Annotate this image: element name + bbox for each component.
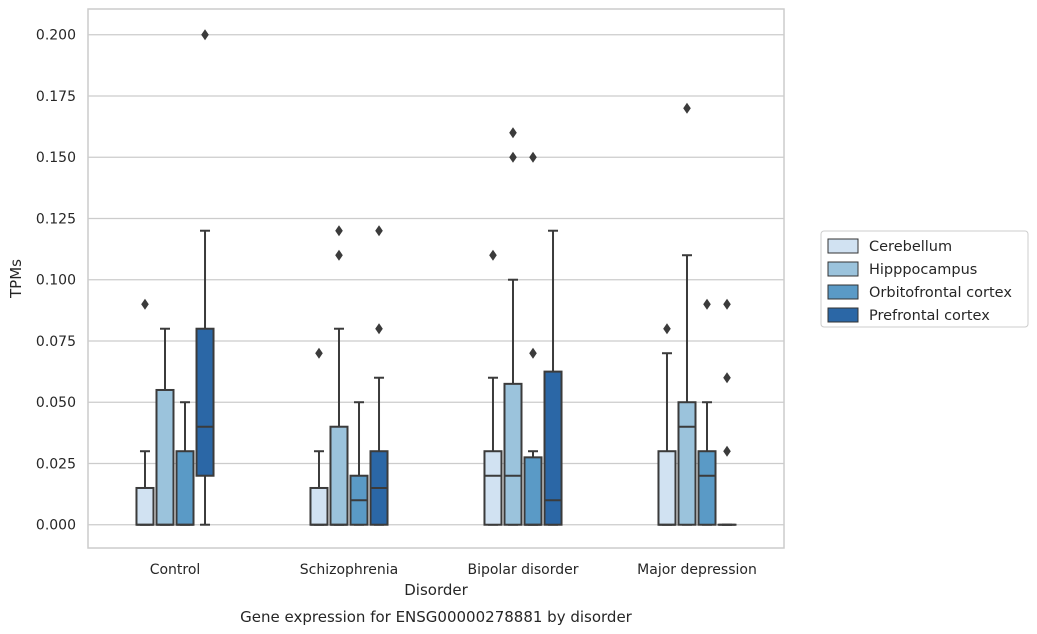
box-body (175, 450, 195, 526)
box-hipppocampus (155, 327, 175, 526)
box-body (657, 450, 677, 526)
box-body (135, 486, 155, 526)
chart-caption: Gene expression for ENSG00000278881 by d… (240, 608, 633, 626)
y-tick-label: 0.175 (36, 89, 76, 105)
plot-frame (87, 8, 785, 549)
box-body (677, 401, 697, 526)
box-hipppocampus (329, 225, 349, 526)
x-tick-label: Control (150, 562, 201, 578)
x-tick-label: Bipolar disorder (467, 562, 578, 578)
y-tick-labels: 0.000 0.025 0.050 0.075 0.100 0.125 0.150 0.175… (36, 28, 76, 534)
outlier-marker (201, 29, 209, 41)
box-orbitofrontal-cortex (523, 151, 543, 526)
legend-swatch (827, 261, 859, 277)
outlier-marker (723, 298, 731, 310)
outlier-marker (141, 298, 149, 310)
box-prefrontal-cortex (717, 298, 737, 526)
outlier-marker (375, 323, 383, 335)
y-axis-label: TPMs (7, 259, 25, 299)
outlier-marker (335, 225, 343, 237)
legend-swatch (827, 307, 859, 323)
box-cerebellum (135, 298, 155, 526)
legend-entry: Hipppocampus (869, 262, 977, 278)
legend-entry: Prefrontal cortex (869, 308, 990, 324)
legend-frame (820, 230, 1029, 328)
y-tick-label: 0.075 (36, 334, 76, 350)
y-tick-label: 0.150 (36, 150, 76, 166)
outlier-marker (663, 323, 671, 335)
box-body (523, 456, 543, 526)
x-tick-label: Schizophrenia (300, 562, 398, 578)
x-tick-labels: Control Schizophrenia Bipolar disorder Majo… (150, 562, 757, 578)
x-tick-label: Major depression (637, 562, 757, 578)
box-body (483, 450, 503, 526)
legend-swatch (827, 284, 859, 300)
box-body (503, 382, 523, 526)
outlier-marker (683, 102, 691, 114)
box-orbitofrontal-cortex (175, 401, 195, 526)
outlier-marker (509, 127, 517, 139)
box-body (543, 370, 563, 526)
box-body (309, 486, 329, 526)
legend-entry: Orbitofrontal cortex (869, 285, 1012, 301)
box-body (155, 388, 175, 526)
y-tick-label: 0.125 (36, 211, 76, 227)
y-tick-label: 0.000 (36, 518, 76, 534)
outlier-marker (375, 225, 383, 237)
box-cerebellum (657, 323, 677, 526)
box-body (697, 450, 717, 526)
box-orbitofrontal-cortex (349, 401, 369, 526)
box-body (329, 425, 349, 526)
outlier-marker (529, 151, 537, 163)
boxes (135, 29, 737, 526)
y-tick-label: 0.100 (36, 273, 76, 289)
y-tick-label: 0.200 (36, 28, 76, 44)
x-axis-label: Disorder (404, 581, 468, 599)
outlier-marker (723, 372, 731, 384)
legend: Cerebellum Hipppocampus Orbitofrontal cort… (820, 230, 1029, 328)
box-cerebellum (309, 347, 329, 526)
y-tick-label: 0.025 (36, 456, 76, 472)
outlier-marker (703, 298, 711, 310)
y-tick-label: 0.050 (36, 395, 76, 411)
legend-swatch (827, 238, 859, 254)
box-cerebellum (483, 249, 503, 526)
outlier-marker (489, 249, 497, 261)
outlier-marker (315, 347, 323, 359)
outlier-marker (509, 151, 517, 163)
box-hipppocampus (503, 127, 523, 526)
outlier-marker (335, 249, 343, 261)
box-prefrontal-cortex (543, 229, 563, 526)
box-hipppocampus (677, 102, 697, 526)
outlier-marker (529, 347, 537, 359)
box-prefrontal-cortex (369, 225, 389, 526)
box-body (195, 327, 215, 477)
box-prefrontal-cortex (195, 29, 215, 526)
legend-entry: Cerebellum (869, 239, 952, 255)
box-orbitofrontal-cortex (697, 298, 717, 526)
outlier-marker (723, 445, 731, 457)
